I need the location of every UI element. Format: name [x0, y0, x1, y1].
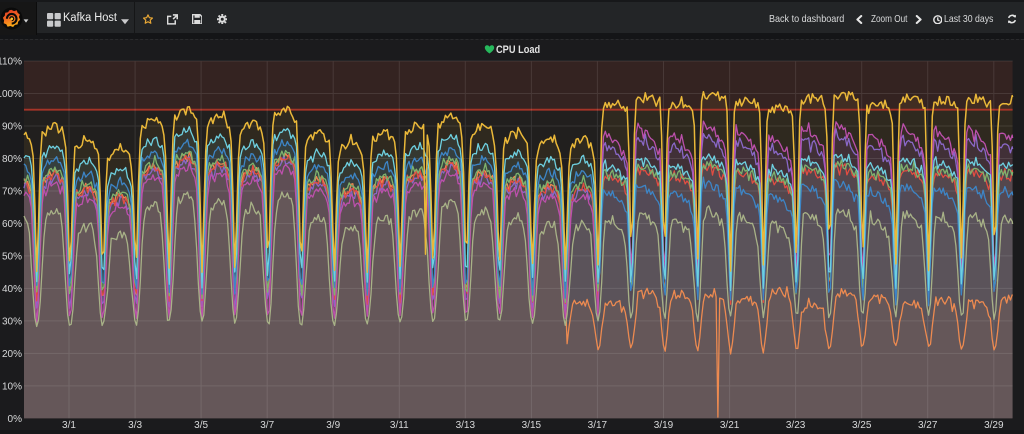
svg-text:90%: 90% — [2, 122, 22, 133]
svg-text:70%: 70% — [2, 187, 22, 198]
svg-text:20%: 20% — [2, 349, 22, 360]
svg-text:3/7: 3/7 — [260, 420, 274, 431]
svg-text:3/11: 3/11 — [390, 420, 409, 431]
svg-text:3/5: 3/5 — [194, 420, 208, 431]
svg-text:100%: 100% — [0, 89, 22, 100]
svg-text:3/23: 3/23 — [786, 420, 806, 431]
svg-text:3/25: 3/25 — [852, 420, 872, 431]
svg-text:3/1: 3/1 — [62, 420, 76, 431]
svg-text:0%: 0% — [8, 414, 23, 425]
svg-text:3/13: 3/13 — [456, 420, 476, 431]
svg-text:3/27: 3/27 — [918, 420, 938, 431]
svg-text:10%: 10% — [2, 381, 22, 392]
svg-text:60%: 60% — [2, 219, 22, 230]
svg-text:3/15: 3/15 — [522, 420, 542, 431]
svg-text:3/29: 3/29 — [984, 420, 1004, 431]
svg-text:3/17: 3/17 — [588, 420, 608, 431]
svg-text:40%: 40% — [2, 284, 22, 295]
svg-text:50%: 50% — [2, 251, 22, 262]
svg-text:3/9: 3/9 — [326, 420, 340, 431]
svg-text:3/19: 3/19 — [654, 420, 674, 431]
svg-text:80%: 80% — [2, 154, 22, 165]
svg-text:30%: 30% — [2, 316, 22, 327]
svg-text:110%: 110% — [0, 57, 22, 68]
svg-text:3/3: 3/3 — [128, 420, 142, 431]
svg-text:3/21: 3/21 — [720, 420, 740, 431]
